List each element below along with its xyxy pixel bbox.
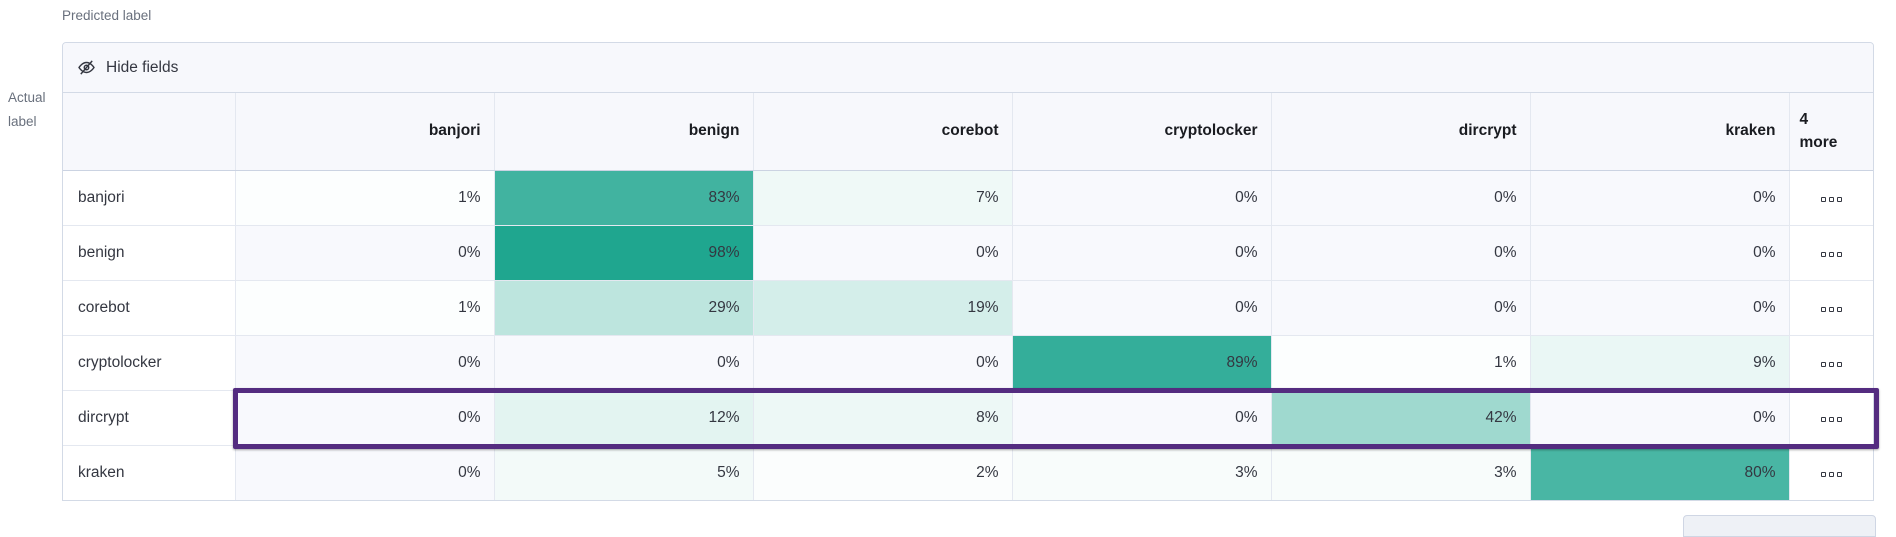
actual-label-line1: Actual xyxy=(8,90,46,105)
actual-label: Actual label xyxy=(8,86,58,133)
column-header-corebot: corebot xyxy=(753,93,1013,171)
more-cell xyxy=(1789,390,1873,446)
column-header-benign: benign xyxy=(494,93,754,171)
cell: 7% xyxy=(753,170,1013,226)
table-row-dircrypt: dircrypt 0% 12% 8% 0% 42% 0% xyxy=(63,390,1873,446)
cell: 29% xyxy=(494,280,754,336)
box-icon xyxy=(1820,251,1826,257)
predicted-label: Predicted label xyxy=(62,8,152,23)
cell: 0% xyxy=(753,335,1013,391)
row-label: kraken xyxy=(63,445,236,500)
cell: 0% xyxy=(1271,280,1531,336)
hidden-columns-button[interactable] xyxy=(1817,193,1846,206)
table-row-banjori: banjori 1% 83% 7% 0% 0% 0% xyxy=(63,170,1873,226)
column-header-banjori: banjori xyxy=(235,93,495,171)
box-icon xyxy=(1828,306,1834,312)
cell: 80% xyxy=(1530,445,1790,500)
cell: 9% xyxy=(1530,335,1790,391)
cell: 89% xyxy=(1012,335,1272,391)
cell: 1% xyxy=(1271,335,1531,391)
hidden-columns-button[interactable] xyxy=(1817,248,1846,261)
cell: 98% xyxy=(494,225,754,281)
row-label: banjori xyxy=(63,170,236,226)
cell: 0% xyxy=(1530,280,1790,336)
column-header-cryptolocker: cryptolocker xyxy=(1012,93,1272,171)
more-cell xyxy=(1789,225,1873,281)
cell: 2% xyxy=(753,445,1013,500)
box-icon xyxy=(1836,471,1842,477)
box-icon xyxy=(1820,416,1826,422)
cell: 0% xyxy=(1012,225,1272,281)
header-row: banjori benign corebot cryptolocker dirc… xyxy=(63,93,1873,171)
row-label: corebot xyxy=(63,280,236,336)
hidden-columns-button[interactable] xyxy=(1817,358,1846,371)
cell: 0% xyxy=(1530,390,1790,446)
table-row-kraken: kraken 0% 5% 2% 3% 3% 80% xyxy=(63,445,1873,500)
row-label: benign xyxy=(63,225,236,281)
hide-fields-label: Hide fields xyxy=(106,58,179,76)
box-icon xyxy=(1836,251,1842,257)
cell: 3% xyxy=(1271,445,1531,500)
more-cell xyxy=(1789,445,1873,500)
box-icon xyxy=(1828,361,1834,367)
box-icon xyxy=(1828,251,1834,257)
more-cell xyxy=(1789,280,1873,336)
cell: 1% xyxy=(235,170,495,226)
column-header-more: 4 more xyxy=(1789,93,1873,171)
hidden-columns-button[interactable] xyxy=(1817,413,1846,426)
box-icon xyxy=(1828,196,1834,202)
cell: 1% xyxy=(235,280,495,336)
box-icon xyxy=(1836,416,1842,422)
cell: 0% xyxy=(1012,280,1272,336)
box-icon xyxy=(1820,196,1826,202)
cell: 12% xyxy=(494,390,754,446)
column-header-kraken: kraken xyxy=(1530,93,1790,171)
row-label: cryptolocker xyxy=(63,335,236,391)
box-icon xyxy=(1828,416,1834,422)
cell: 3% xyxy=(1012,445,1272,500)
table-row-corebot: corebot 1% 29% 19% 0% 0% 0% xyxy=(63,280,1873,336)
actual-label-line2: label xyxy=(8,113,37,129)
box-icon xyxy=(1820,306,1826,312)
cell: 83% xyxy=(494,170,754,226)
cell: 0% xyxy=(235,445,495,500)
confusion-matrix-panel: Hide fields banjori benign corebot crypt… xyxy=(62,42,1879,501)
hidden-columns-button[interactable] xyxy=(1817,468,1846,481)
box-icon xyxy=(1828,471,1834,477)
hidden-columns-button[interactable] xyxy=(1817,303,1846,316)
cell: 19% xyxy=(753,280,1013,336)
cell: 42% xyxy=(1271,390,1531,446)
eye-closed-icon xyxy=(77,58,96,77)
table-row-benign: benign 0% 98% 0% 0% 0% 0% xyxy=(63,225,1873,281)
box-icon xyxy=(1836,196,1842,202)
cell: 0% xyxy=(1012,170,1272,226)
cell: 0% xyxy=(1271,225,1531,281)
box-icon xyxy=(1836,306,1842,312)
cell: 0% xyxy=(1530,170,1790,226)
cell: 5% xyxy=(494,445,754,500)
cell: 0% xyxy=(235,225,495,281)
box-icon xyxy=(1820,471,1826,477)
row-label: dircrypt xyxy=(63,390,236,446)
cell: 0% xyxy=(1012,390,1272,446)
more-cell xyxy=(1789,335,1873,391)
corner-cell xyxy=(63,93,236,171)
table-row-cryptolocker: cryptolocker 0% 0% 0% 89% 1% 9% xyxy=(63,335,1873,391)
cell: 0% xyxy=(1530,225,1790,281)
cell: 0% xyxy=(494,335,754,391)
more-cell xyxy=(1789,170,1873,226)
cell: 0% xyxy=(235,335,495,391)
horizontal-scrollbar-partial[interactable] xyxy=(1683,515,1876,537)
confusion-matrix-table: banjori benign corebot cryptolocker dirc… xyxy=(63,93,1873,500)
cell: 0% xyxy=(753,225,1013,281)
cell: 0% xyxy=(1271,170,1531,226)
cell: 8% xyxy=(753,390,1013,446)
more-count: 4 xyxy=(1799,111,1809,128)
column-header-dircrypt: dircrypt xyxy=(1271,93,1531,171)
cell: 0% xyxy=(235,390,495,446)
box-icon xyxy=(1836,361,1842,367)
hide-fields-button[interactable]: Hide fields xyxy=(63,43,1873,93)
box-icon xyxy=(1820,361,1826,367)
more-label: more xyxy=(1799,134,1838,152)
